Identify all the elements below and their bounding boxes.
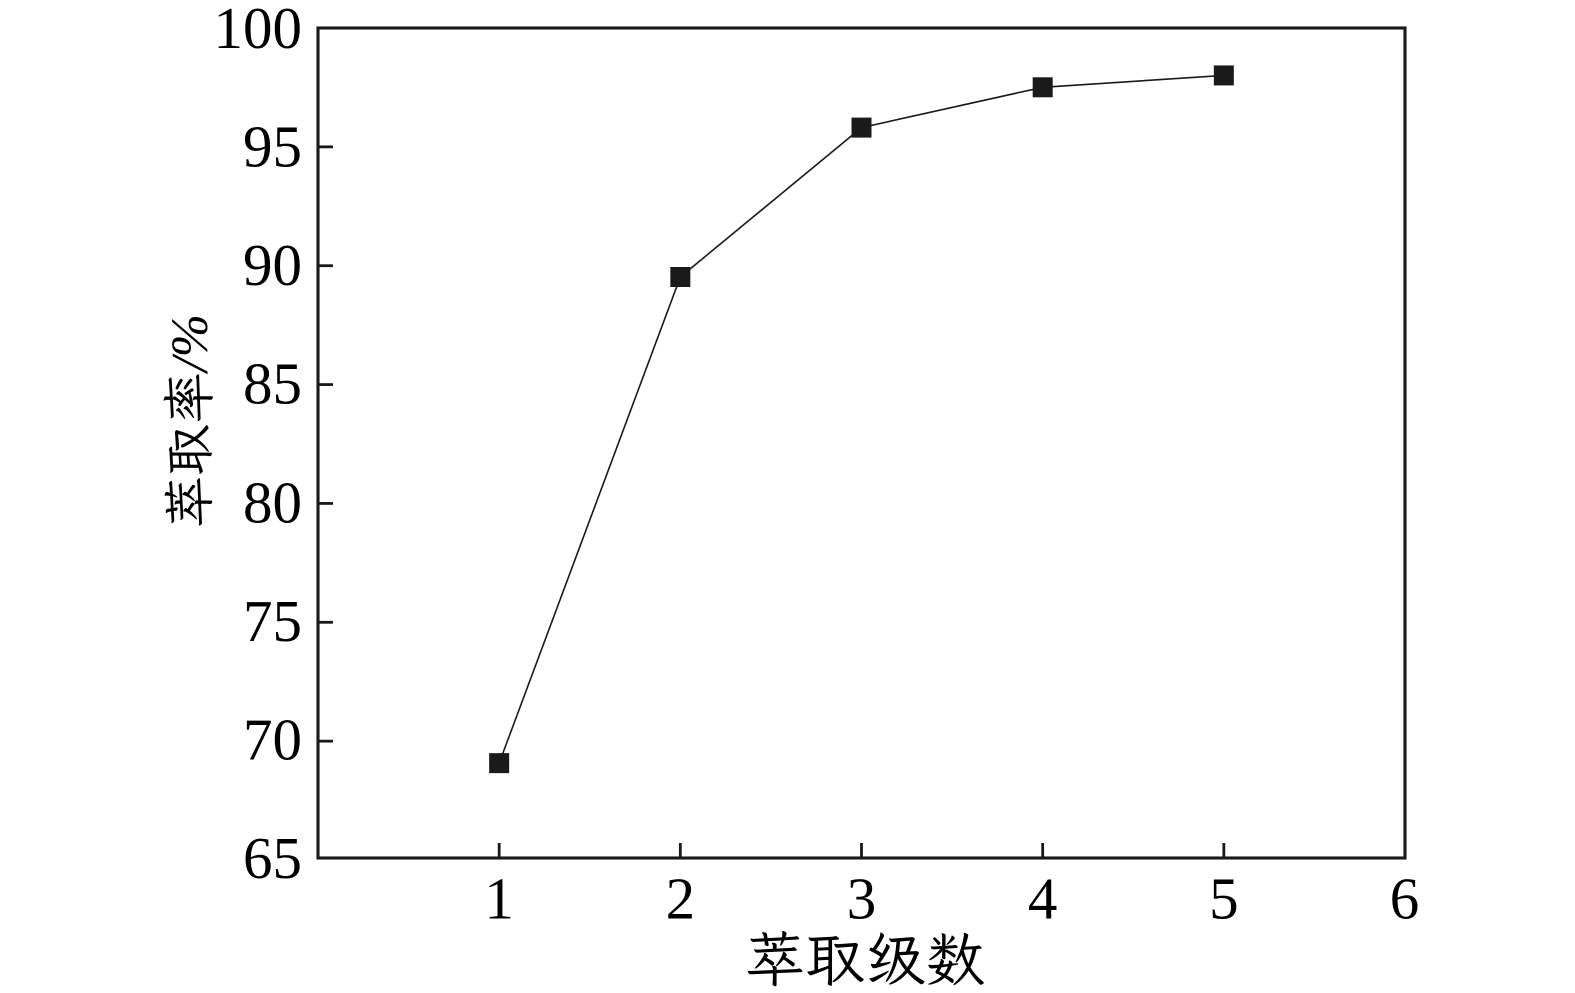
svg-text:萃取级数: 萃取级数 bbox=[745, 919, 985, 993]
svg-text:95: 95 bbox=[243, 114, 302, 180]
svg-text:90: 90 bbox=[243, 232, 302, 298]
svg-text:6: 6 bbox=[1390, 865, 1420, 931]
svg-text:70: 70 bbox=[243, 706, 302, 772]
svg-text:75: 75 bbox=[243, 588, 302, 654]
svg-text:萃取率/%: 萃取率/% bbox=[153, 314, 222, 528]
svg-text:85: 85 bbox=[243, 351, 302, 417]
svg-text:5: 5 bbox=[1209, 865, 1239, 931]
svg-text:65: 65 bbox=[243, 825, 302, 891]
svg-text:4: 4 bbox=[1028, 865, 1058, 931]
svg-text:1: 1 bbox=[484, 865, 514, 931]
svg-text:80: 80 bbox=[243, 469, 302, 535]
svg-text:100: 100 bbox=[214, 0, 303, 61]
svg-text:2: 2 bbox=[666, 865, 696, 931]
